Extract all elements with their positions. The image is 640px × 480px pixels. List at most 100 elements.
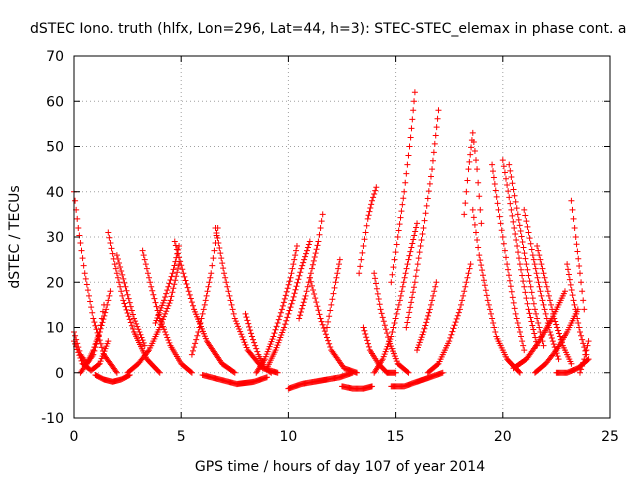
data-point xyxy=(457,301,464,308)
data-point xyxy=(468,144,475,151)
data-point xyxy=(327,307,334,314)
data-point xyxy=(316,231,323,238)
data-point xyxy=(297,312,304,319)
data-point xyxy=(425,312,432,319)
data-point xyxy=(574,248,581,255)
data-point xyxy=(503,175,510,182)
data-point xyxy=(96,360,103,367)
data-point xyxy=(315,238,322,245)
data-point xyxy=(274,319,281,326)
data-point xyxy=(238,331,245,338)
data-point xyxy=(584,342,591,349)
data-point xyxy=(319,321,326,328)
data-point xyxy=(268,338,275,345)
data-point xyxy=(449,328,456,335)
data-point xyxy=(470,214,477,221)
data-point xyxy=(509,180,516,187)
data-point xyxy=(572,306,579,313)
data-point xyxy=(179,266,186,273)
data-point xyxy=(462,283,469,290)
data-point xyxy=(217,250,224,257)
data-point xyxy=(372,280,379,287)
data-point xyxy=(415,341,422,348)
data-point xyxy=(403,324,410,331)
data-point xyxy=(535,247,542,254)
data-point xyxy=(152,299,159,306)
data-point xyxy=(97,340,104,347)
data-point xyxy=(506,277,513,284)
data-point xyxy=(393,241,400,248)
data-point xyxy=(575,319,582,326)
data-point xyxy=(372,275,379,282)
data-point xyxy=(300,259,307,266)
data-point xyxy=(534,315,541,322)
data-point xyxy=(121,300,128,307)
data-point xyxy=(485,301,492,308)
data-point xyxy=(404,319,411,326)
data-point xyxy=(263,374,270,381)
data-point xyxy=(106,292,113,299)
data-point xyxy=(91,319,98,326)
data-point xyxy=(531,330,538,337)
data-point xyxy=(411,232,418,239)
data-point xyxy=(533,310,540,317)
data-point xyxy=(126,316,133,323)
data-point xyxy=(539,265,546,272)
data-point xyxy=(476,252,483,259)
data-point xyxy=(358,256,365,263)
data-point xyxy=(409,240,416,247)
data-point xyxy=(195,329,202,336)
data-point xyxy=(289,297,296,304)
data-point xyxy=(117,263,124,270)
data-point xyxy=(499,157,506,164)
data-point xyxy=(97,325,104,332)
data-point xyxy=(565,266,572,273)
data-point xyxy=(126,299,133,306)
data-point xyxy=(183,281,190,288)
data-point xyxy=(576,329,583,336)
data-point xyxy=(123,306,130,313)
y-tick-label: 30 xyxy=(46,230,64,246)
data-point xyxy=(507,200,514,207)
y-axis-label: dSTEC / TECUs xyxy=(7,185,23,288)
data-point xyxy=(425,309,432,316)
y-tick-label: 70 xyxy=(46,49,64,65)
data-point xyxy=(481,282,488,289)
data-point xyxy=(540,342,547,349)
data-point xyxy=(172,242,179,249)
data-point xyxy=(380,318,387,325)
data-point xyxy=(398,288,405,295)
data-point xyxy=(391,353,398,360)
data-point xyxy=(98,355,105,362)
data-point xyxy=(515,216,522,223)
data-point xyxy=(213,229,220,236)
data-point xyxy=(568,197,575,204)
data-point xyxy=(261,356,268,363)
data-point xyxy=(575,255,582,262)
data-point xyxy=(248,333,255,340)
data-point xyxy=(509,212,516,219)
data-point xyxy=(127,303,134,310)
data-point xyxy=(516,329,523,336)
data-point xyxy=(125,313,132,320)
data-point xyxy=(573,241,580,248)
data-point xyxy=(316,311,323,318)
data-point xyxy=(489,315,496,322)
data-point xyxy=(530,326,537,333)
y-tick-label: -10 xyxy=(41,411,64,427)
data-point xyxy=(152,319,159,326)
data-point xyxy=(392,315,399,322)
data-point xyxy=(186,291,193,298)
data-point xyxy=(116,260,123,267)
data-point xyxy=(414,220,421,227)
data-point xyxy=(377,306,384,313)
data-point xyxy=(513,315,520,322)
data-point xyxy=(111,261,118,268)
data-point xyxy=(404,368,411,375)
data-point xyxy=(268,369,275,376)
data-point xyxy=(512,230,519,237)
data-point xyxy=(176,254,183,261)
data-point xyxy=(536,324,543,331)
data-point xyxy=(547,332,554,339)
data-point xyxy=(516,261,523,268)
